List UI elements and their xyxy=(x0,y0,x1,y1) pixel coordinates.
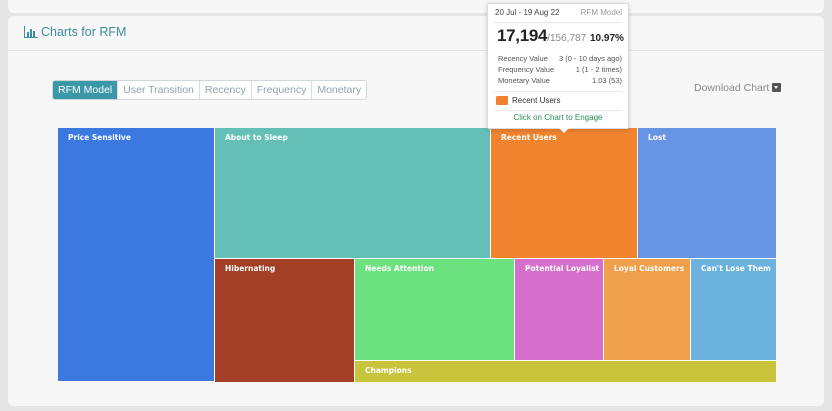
tooltip-row-value: 3 (0 - 10 days ago) xyxy=(559,54,622,63)
segment-loyal-customers[interactable]: Loyal Customers xyxy=(604,259,691,361)
tooltip-row-value: 1.03 (53) xyxy=(591,76,622,85)
tooltip-model-name: RFM Model xyxy=(580,8,622,17)
tooltip-row-key: Recency Value xyxy=(498,54,548,63)
tab-monetary[interactable]: Monetary xyxy=(311,81,366,99)
segment-tooltip: 20 Jul - 19 Aug 22 RFM Model 17,194/156,… xyxy=(487,3,629,133)
tab-rfm-model[interactable]: RFM Model xyxy=(53,81,118,99)
tooltip-row-key: Monetary Value xyxy=(498,76,550,85)
segment-label: Recent Users xyxy=(501,133,557,142)
series-color-swatch xyxy=(496,96,508,105)
segment-price-sensitive[interactable]: Price Sensitive xyxy=(58,128,215,382)
divider xyxy=(494,91,622,92)
bar-chart-icon xyxy=(24,26,38,38)
segment-cant-lose-them[interactable]: Can't Lose Them xyxy=(691,259,776,361)
segment-hibernating[interactable]: Hibernating xyxy=(215,259,355,382)
card-header: Charts for RFM xyxy=(8,16,824,51)
divider xyxy=(494,110,622,111)
tooltip-percent: 10.97% xyxy=(590,33,624,44)
segment-label: Champions xyxy=(365,366,412,375)
segment-recent-users[interactable]: Recent Users xyxy=(491,128,638,259)
segment-label: Potential Loyalist xyxy=(525,264,600,273)
divider xyxy=(494,22,622,23)
dropdown-icon[interactable] xyxy=(772,83,781,92)
tooltip-row-frequency: Frequency Value 1 (1 - 2 times) xyxy=(498,65,622,75)
segment-about-to-sleep[interactable]: About to Sleep xyxy=(215,128,491,259)
segment-label: Loyal Customers xyxy=(614,264,685,273)
segment-lost[interactable]: Lost xyxy=(638,128,776,259)
tab-user-transition[interactable]: User Transition xyxy=(117,81,199,99)
chart-tabs: RFM Model User Transition Recency Freque… xyxy=(52,80,368,100)
segment-label: Needs Attention xyxy=(365,264,434,273)
tooltip-segment-count: 17,194 xyxy=(497,26,548,45)
tooltip-row-monetary: Monetary Value 1.03 (53) xyxy=(498,76,622,86)
top-panel-edge xyxy=(8,0,824,13)
tooltip-series-name: Recent Users xyxy=(512,96,561,105)
segment-label: Lost xyxy=(648,133,666,142)
segment-label: Can't Lose Them xyxy=(701,264,771,273)
segment-potential-loyalist[interactable]: Potential Loyalist xyxy=(515,259,604,361)
tooltip-row-value: 1 (1 - 2 times) xyxy=(575,65,622,74)
tab-frequency[interactable]: Frequency xyxy=(250,81,312,99)
engage-link[interactable]: Click on Chart to Engage xyxy=(513,113,603,122)
tooltip-row-key: Frequency Value xyxy=(498,65,555,74)
segment-champions[interactable]: Champions xyxy=(355,361,776,382)
segment-needs-attention[interactable]: Needs Attention xyxy=(355,259,515,361)
segment-label: Hibernating xyxy=(225,264,276,273)
rfm-charts-card: Charts for RFM RFM Model User Transition… xyxy=(8,16,824,406)
tooltip-user-count: 17,194/156,787 xyxy=(497,26,586,46)
download-chart-button[interactable]: Download Chart xyxy=(694,82,770,94)
card-title: Charts for RFM xyxy=(41,25,127,39)
tooltip-date-range: 20 Jul - 19 Aug 22 xyxy=(495,8,560,17)
tooltip-total-count: /156,787 xyxy=(547,33,587,44)
segment-label: About to Sleep xyxy=(225,133,288,142)
tab-recency[interactable]: Recency xyxy=(198,81,251,99)
segment-label: Price Sensitive xyxy=(68,133,131,142)
tooltip-row-recency: Recency Value 3 (0 - 10 days ago) xyxy=(498,54,622,64)
